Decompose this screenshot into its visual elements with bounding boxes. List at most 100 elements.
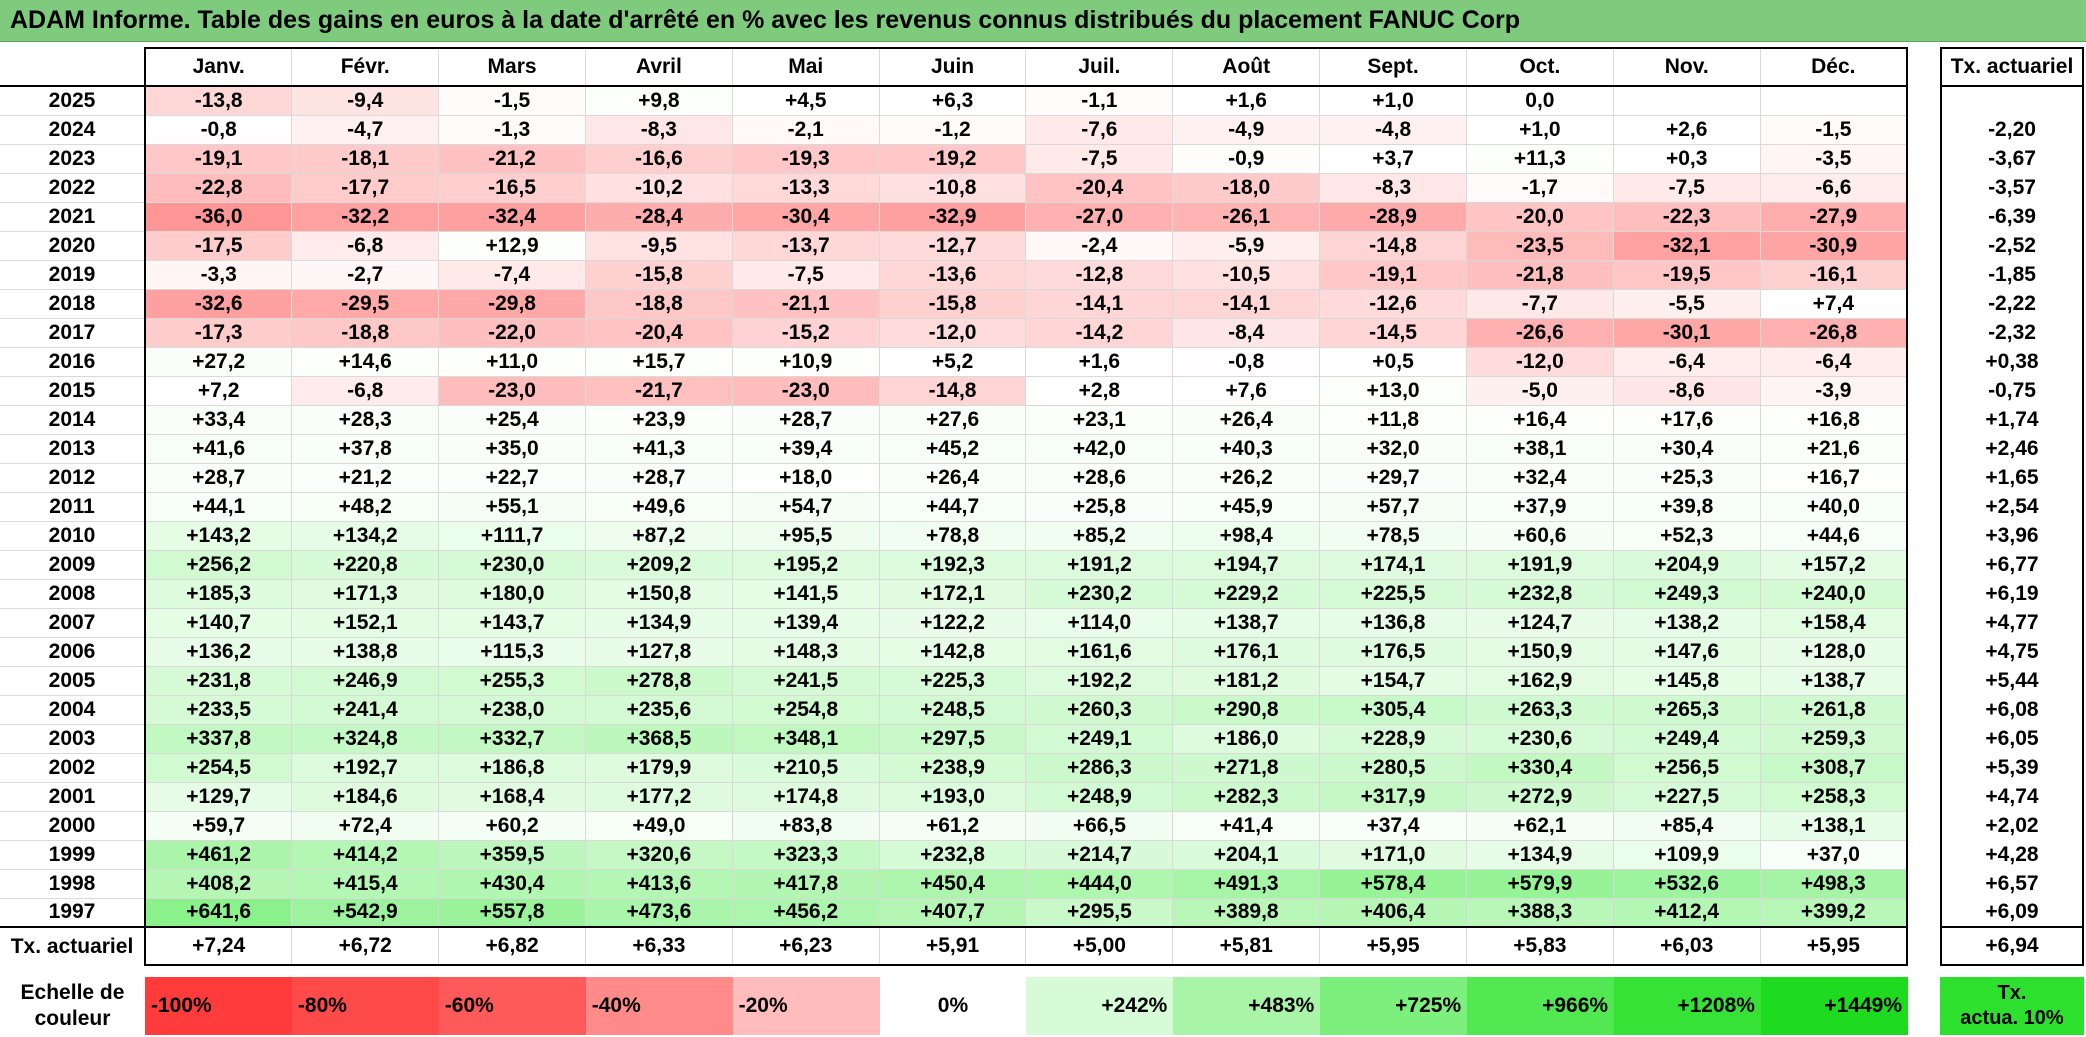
gain-cell: +317,9 [1319, 781, 1467, 812]
gain-cell: -15,2 [731, 317, 880, 348]
gain-cell: +16,4 [1465, 404, 1614, 435]
gain-cell: +324,8 [291, 723, 440, 754]
tx-value: +4,77 [1940, 608, 2084, 637]
gain-cell: -20,4 [1025, 172, 1174, 203]
gain-cell: -32,4 [438, 201, 586, 232]
gain-cell: +228,9 [1319, 723, 1467, 754]
gain-cell: +87,2 [584, 520, 733, 551]
gain-cell: +28,7 [584, 462, 733, 493]
gain-cell: -14,1 [1172, 288, 1321, 319]
gain-cell: -5,0 [1465, 375, 1614, 406]
gain-cell: -17,7 [291, 172, 440, 203]
gain-cell: -12,6 [1319, 288, 1467, 319]
gain-cell: +330,4 [1465, 752, 1614, 783]
gain-cell: -7,4 [438, 259, 586, 290]
gain-cell: +1,0 [1319, 85, 1467, 116]
legend-swatch: -60% [438, 977, 586, 1035]
gain-cell: +25,4 [438, 404, 586, 435]
gain-cell: +249,1 [1025, 723, 1174, 754]
gain-cell: -27,0 [1025, 201, 1174, 232]
gain-cell: +238,9 [878, 752, 1027, 783]
year-label: 2012 [0, 462, 146, 493]
gain-cell: +256,2 [144, 549, 293, 580]
gain-cell: +220,8 [291, 549, 440, 580]
gain-cell [1759, 85, 1908, 116]
year-label: 2000 [0, 810, 146, 841]
tx-value: +4,75 [1940, 637, 2084, 666]
gain-cell: -26,1 [1172, 201, 1321, 232]
gain-cell: -8,6 [1612, 375, 1761, 406]
table-row: 2024 -0,8 -4,7 -1,3 -8,3 -2,1 -1,2 -7,6 -4,9 -4,8… [0, 114, 1908, 145]
gain-cell: +297,5 [878, 723, 1027, 754]
tx-value: +3,96 [1940, 521, 2084, 550]
gain-cell: +179,9 [584, 752, 733, 783]
gain-cell: +241,4 [291, 694, 440, 725]
year-label: 2001 [0, 781, 146, 812]
gain-cell: 0,0 [1465, 85, 1614, 116]
table-row: 2008 +185,3 +171,3 +180,0 +150,8 +141,5 +172,1… [0, 578, 1908, 609]
table-row: 2013 +41,6 +37,8 +35,0 +41,3 +39,4 +45,2 +42,0 +… [0, 433, 1908, 464]
gain-cell: -7,6 [1025, 114, 1174, 145]
gain-cell: +323,3 [731, 839, 880, 870]
month-header-7: Juil. [1025, 47, 1174, 87]
gain-cell: -26,6 [1465, 317, 1614, 348]
gain-cell: +177,2 [584, 781, 733, 812]
gain-cell: +30,4 [1612, 433, 1761, 464]
year-label: 2005 [0, 665, 146, 696]
gain-cell: +415,4 [291, 868, 440, 899]
legend-swatch: +1449% [1760, 977, 1908, 1035]
table-row: 2023 -19,1 -18,1 -21,2 -16,6 -19,3 -19,2 -7,5 -0… [0, 143, 1908, 174]
gain-cell: +35,0 [438, 433, 586, 464]
gain-cell: +238,0 [438, 694, 586, 725]
gain-cell: +5,2 [878, 346, 1027, 377]
gain-cell: +25,3 [1612, 462, 1761, 493]
gain-cell: +122,2 [878, 607, 1027, 638]
gain-cell: +78,8 [878, 520, 1027, 551]
gain-cell: +230,2 [1025, 578, 1174, 609]
gain-cell: +60,6 [1465, 520, 1614, 551]
legend-swatch: -20% [732, 977, 880, 1035]
gain-cell: +408,2 [144, 868, 293, 899]
gain-cell: +26,4 [1172, 404, 1321, 435]
gain-cell: +23,1 [1025, 404, 1174, 435]
gain-cell: -7,7 [1465, 288, 1614, 319]
year-label: 2023 [0, 143, 146, 174]
tx-actuariel-column: Tx. actuariel -2,20 -3,67 -3,57 -6,39 -2,52-… [1940, 47, 2084, 966]
gain-cell: +17,6 [1612, 404, 1761, 435]
tx-month-value: +7,24 [144, 926, 293, 966]
gain-cell: +16,8 [1759, 404, 1908, 435]
gain-cell: -18,8 [584, 288, 733, 319]
gain-cell: -22,8 [144, 172, 293, 203]
legend-swatch: +483% [1173, 977, 1321, 1035]
gain-cell: +9,8 [584, 85, 733, 116]
legend-swatch: -100% [145, 977, 292, 1035]
legend-label-line1: Echelle de [20, 981, 125, 1004]
gain-cell: +320,6 [584, 839, 733, 870]
tx-value: +5,39 [1940, 753, 2084, 782]
gain-cell: +14,6 [291, 346, 440, 377]
gain-cell: +95,5 [731, 520, 880, 551]
gain-cell: -20,0 [1465, 201, 1614, 232]
gain-cell: +128,0 [1759, 636, 1908, 667]
legend-swatch: +725% [1320, 977, 1468, 1035]
table-row: 2000 +59,7 +72,4 +60,2 +49,0 +83,8 +61,2 +66,5 +… [0, 810, 1908, 841]
table-row: 2020 -17,5 -6,8 +12,9 -9,5 -13,7 -12,7 -2,4 -5,9… [0, 230, 1908, 261]
table-row: 2021 -36,0 -32,2 -32,4 -28,4 -30,4 -32,9 -27,0-… [0, 201, 1908, 232]
gain-cell: -3,9 [1759, 375, 1908, 406]
gain-cell: +21,2 [291, 462, 440, 493]
gain-cell: -20,4 [584, 317, 733, 348]
gain-cell: +39,4 [731, 433, 880, 464]
gain-cell: +255,3 [438, 665, 586, 696]
tx-month-value: +6,82 [438, 926, 586, 966]
gain-cell: +152,1 [291, 607, 440, 638]
gain-cell: +1,0 [1465, 114, 1614, 145]
gain-cell: +72,4 [291, 810, 440, 841]
year-label: 2024 [0, 114, 146, 145]
gain-cell: +4,5 [731, 85, 880, 116]
gain-cell: -3,3 [144, 259, 293, 290]
gain-cell: -14,1 [1025, 288, 1174, 319]
year-label: 2009 [0, 549, 146, 580]
gain-cell: +48,2 [291, 491, 440, 522]
gain-cell: +147,6 [1612, 636, 1761, 667]
gain-cell: +11,0 [438, 346, 586, 377]
